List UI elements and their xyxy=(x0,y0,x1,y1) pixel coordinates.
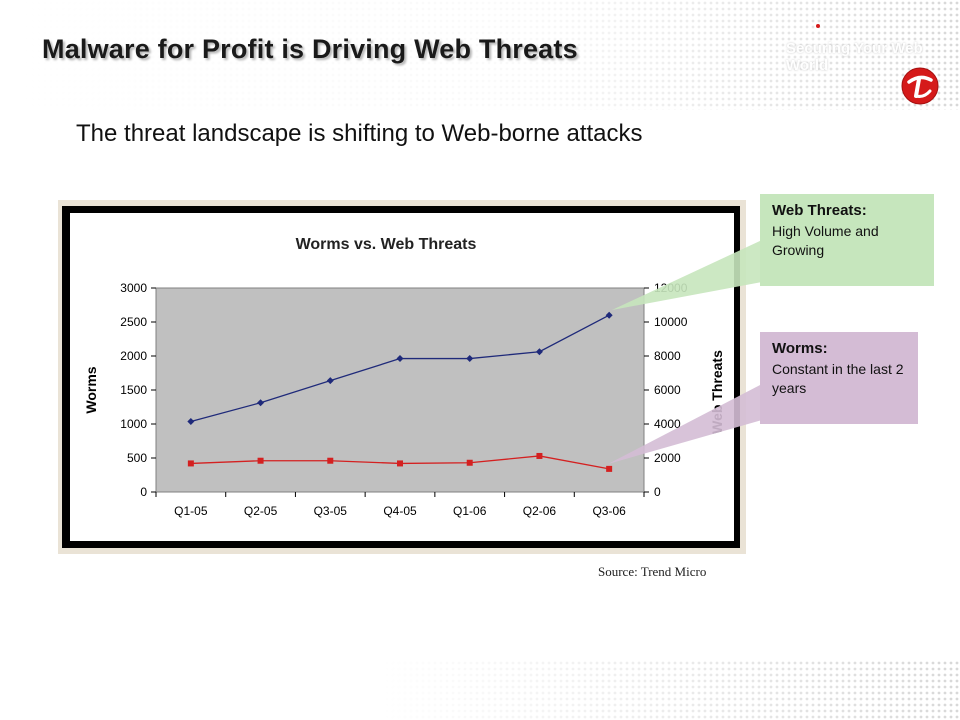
tagline-accent-dot xyxy=(816,24,820,28)
web-threats-callout: Web Threats: High Volume and Growing xyxy=(760,194,934,286)
x-tick-label: Q2-05 xyxy=(244,504,278,518)
y-right-tick-label: 8000 xyxy=(654,349,681,363)
web-threats-data-point xyxy=(257,399,265,407)
worms-data-point xyxy=(536,452,543,459)
y-right-tick-label: 0 xyxy=(654,485,661,499)
y-left-tick-label: 2500 xyxy=(120,315,147,329)
brand-tagline: Securing Your Web World xyxy=(786,40,923,74)
worms-data-point xyxy=(257,457,264,464)
y-left-tick-label: 1500 xyxy=(120,383,147,397)
x-tick-label: Q2-06 xyxy=(523,504,557,518)
x-tick-label: Q3-05 xyxy=(314,504,348,518)
x-tick-label: Q1-05 xyxy=(174,504,208,518)
y-right-tick-label: 4000 xyxy=(654,417,681,431)
slide-subtitle: The threat landscape is shifting to Web-… xyxy=(76,120,643,147)
y-left-tick-label: 1000 xyxy=(120,417,147,431)
web-threats-data-point xyxy=(605,311,613,319)
web-threats-callout-pointer xyxy=(612,240,762,310)
plot-area xyxy=(155,287,645,493)
y-left-axis-label: Worms xyxy=(83,366,99,413)
y-right-tick-label: 10000 xyxy=(654,315,688,329)
x-tick-label: Q4-05 xyxy=(383,504,417,518)
web-threats-callout-title: Web Threats: xyxy=(772,202,867,219)
y-right-tick-label: 2000 xyxy=(654,451,681,465)
worms-data-point xyxy=(327,457,334,464)
y-left-tick-label: 500 xyxy=(127,451,147,465)
worms-data-point xyxy=(606,465,613,472)
worms-data-point xyxy=(466,459,473,466)
y-right-tick-label: 6000 xyxy=(654,383,681,397)
y-left-tick-label: 0 xyxy=(140,485,147,499)
web-threats-data-point xyxy=(535,348,543,356)
web-threats-data-point xyxy=(396,355,404,363)
worms-callout: Worms: Constant in the last 2 years xyxy=(760,332,918,424)
worms-callout-pointer xyxy=(608,384,762,464)
worms-data-point xyxy=(397,460,403,467)
trend-micro-logo-icon xyxy=(901,67,939,105)
chart-title: Worms vs. Web Threats xyxy=(296,236,477,253)
worms-callout-title: Worms: xyxy=(772,340,828,357)
web-threats-data-point xyxy=(187,417,195,425)
y-left-tick-label: 3000 xyxy=(120,281,147,295)
x-tick-label: Q3-06 xyxy=(592,504,626,518)
x-tick-label: Q1-06 xyxy=(453,504,487,518)
web-threats-data-point xyxy=(466,355,474,363)
web-threats-callout-body: High Volume and Growing xyxy=(772,223,879,258)
worms-callout-body: Constant in the last 2 years xyxy=(772,361,904,396)
slide-title: Malware for Profit is Driving Web Threat… xyxy=(42,34,578,64)
web-threats-data-point xyxy=(326,377,334,385)
source-note: Source: Trend Micro xyxy=(598,564,707,579)
y-left-tick-label: 2000 xyxy=(120,349,147,363)
worms-vs-web-threats-chart: Worms vs. Web Threats 0 500 1000 1500 2000 250… xyxy=(70,213,734,541)
worms-data-point xyxy=(187,460,194,467)
